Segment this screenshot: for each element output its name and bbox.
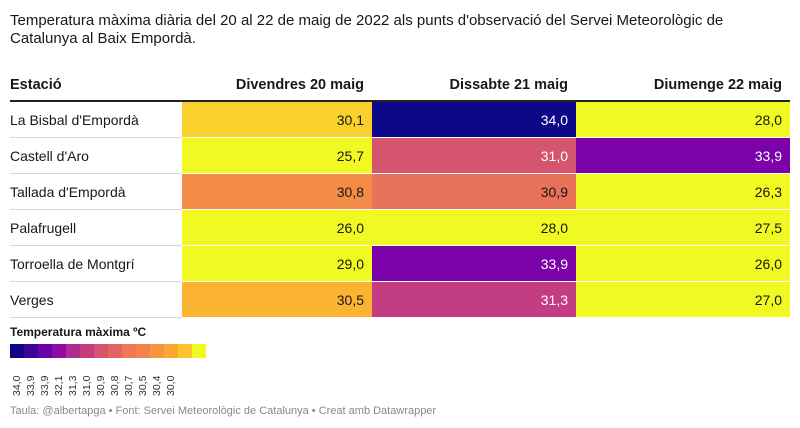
legend-swatch: [80, 344, 94, 358]
temperature-cell: 33,9: [372, 245, 576, 282]
temperature-cell: 34,0: [372, 101, 576, 138]
legend-swatch: [10, 344, 24, 358]
temperature-cell: 27,0: [576, 281, 790, 318]
temperature-cell: 26,0: [576, 245, 790, 282]
legend-swatch: [108, 344, 122, 358]
temperature-cell: 25,7: [182, 137, 372, 174]
legend-swatch: [38, 344, 52, 358]
legend-label-slot: 31,0: [80, 360, 94, 402]
column-header-day-21[interactable]: Dissabte 21 maig: [372, 70, 576, 102]
temperature-cell: 28,0: [576, 101, 790, 138]
legend-swatch: [178, 344, 192, 358]
table-row: La Bisbal d'Empordà 30,1 34,0 28,0: [10, 101, 790, 138]
temperature-cell: 30,8: [182, 173, 372, 210]
station-name: Verges: [10, 281, 182, 318]
temperature-cell: 31,0: [372, 137, 576, 174]
legend-swatch: [150, 344, 164, 358]
legend-label-slot: 34,0: [10, 360, 24, 402]
temperature-cell: 33,9: [576, 137, 790, 174]
legend-label: 30,5: [137, 375, 149, 396]
legend-title: Temperatura màxima ºC: [10, 325, 147, 339]
legend-label-slot: 32,1: [52, 360, 66, 402]
station-name: Palafrugell: [10, 209, 182, 246]
legend-swatch: [136, 344, 150, 358]
legend-label-slot: 30,0: [164, 360, 178, 402]
legend-label-slot: 30,4: [150, 360, 164, 402]
chart-title: Temperatura màxima diària del 20 al 22 d…: [10, 12, 724, 47]
legend-swatch: [52, 344, 66, 358]
legend-label: 33,9: [39, 375, 51, 396]
legend-label-slot: 30,9: [94, 360, 108, 402]
legend-labels: 34,0 33,9 33,9 32,1 31,3 31,0 30,9 30,8 30,7 30,5…: [10, 360, 178, 402]
station-name: La Bisbal d'Empordà: [10, 101, 182, 138]
legend-swatch: [94, 344, 108, 358]
legend-label-slot: 33,9: [24, 360, 38, 402]
station-name: Torroella de Montgrí: [10, 245, 182, 282]
column-header-day-20[interactable]: Divendres 20 maig: [182, 70, 372, 102]
legend-label-slot: 31,3: [66, 360, 80, 402]
table-row: Torroella de Montgrí 29,0 33,9 26,0: [10, 245, 790, 282]
temperature-cell: 26,3: [576, 173, 790, 210]
temperature-cell: 30,5: [182, 281, 372, 318]
legend-label: 31,3: [67, 375, 79, 396]
table-row: Tallada d'Empordà 30,8 30,9 26,3: [10, 173, 790, 210]
legend-label-slot: 33,9: [38, 360, 52, 402]
legend-label: 30,9: [95, 375, 107, 396]
legend-label: 33,9: [25, 375, 37, 396]
legend-swatch: [66, 344, 80, 358]
temperature-cell: 26,0: [182, 209, 372, 246]
temperature-cell: 28,0: [372, 209, 576, 246]
table-header-row: Estació Divendres 20 maig Dissabte 21 ma…: [10, 70, 790, 102]
legend-label-slot: 30,7: [122, 360, 136, 402]
column-header-day-22[interactable]: Diumenge 22 maig: [576, 70, 790, 102]
table-row: Castell d'Aro 25,7 31,0 33,9: [10, 137, 790, 174]
legend-label: 34,0: [11, 375, 23, 396]
legend-label: 31,0: [81, 375, 93, 396]
station-name: Tallada d'Empordà: [10, 173, 182, 210]
table-row: Palafrugell 26,0 28,0 27,5: [10, 209, 790, 246]
legend-label-slot: 30,8: [108, 360, 122, 402]
legend-label: 30,0: [165, 375, 177, 396]
legend-label: 30,7: [123, 375, 135, 396]
legend-swatch: [192, 344, 206, 358]
temperature-table: Estació Divendres 20 maig Dissabte 21 ma…: [10, 70, 790, 318]
temperature-cell: 27,5: [576, 209, 790, 246]
station-name: Castell d'Aro: [10, 137, 182, 174]
legend-label: 30,4: [151, 375, 163, 396]
legend-swatch: [24, 344, 38, 358]
legend-swatch: [122, 344, 136, 358]
legend-color-scale: [10, 344, 206, 358]
temperature-cell: 30,1: [182, 101, 372, 138]
column-header-station[interactable]: Estació: [10, 70, 182, 102]
footer-credits: Taula: @albertapga • Font: Servei Meteor…: [10, 405, 437, 417]
table-row: Verges 30,5 31,3 27,0: [10, 281, 790, 318]
legend-label: 30,8: [109, 375, 121, 396]
temperature-cell: 30,9: [372, 173, 576, 210]
legend-label-slot: 30,5: [136, 360, 150, 402]
legend-label: 32,1: [53, 375, 65, 396]
temperature-cell: 29,0: [182, 245, 372, 282]
legend-swatch: [164, 344, 178, 358]
temperature-cell: 31,3: [372, 281, 576, 318]
